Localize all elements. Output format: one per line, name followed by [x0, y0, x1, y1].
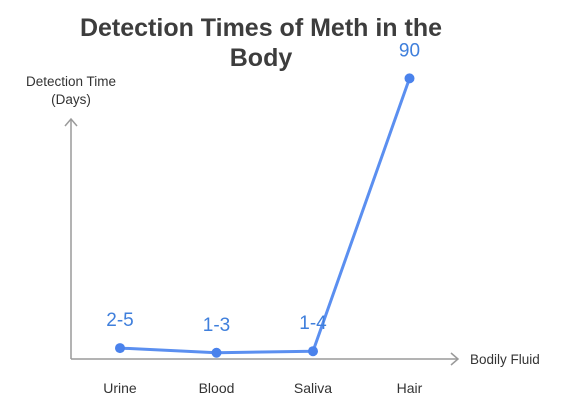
y-axis-title-line-1: Detection Time: [26, 74, 116, 89]
data-point: [211, 347, 222, 358]
data-point: [308, 346, 318, 357]
series-layer: 2-5 1-3 1-4 90: [106, 40, 420, 358]
y-axis-title-line-2: (Days): [51, 92, 91, 107]
axes: [64, 117, 460, 366]
chart-title: Detection Times of Meth in the Body: [80, 14, 442, 72]
chart-title-line-1: Detection Times of Meth in the: [80, 14, 442, 42]
x-tick-label: Saliva: [294, 380, 332, 396]
x-tick-label: Hair: [397, 380, 423, 396]
data-label: 1-4: [299, 313, 327, 334]
chart-title-line-2: Body: [230, 44, 293, 72]
data-label: 2-5: [106, 310, 133, 331]
y-axis-title: Detection Time (Days): [26, 74, 116, 107]
x-axis-title: Bodily Fluid: [470, 352, 540, 367]
data-label: 90: [399, 40, 420, 61]
data-point: [404, 73, 415, 84]
series-line: [118, 76, 411, 355]
data-label: 1-3: [203, 315, 230, 336]
x-axis-arrow: [450, 352, 460, 366]
data-point: [115, 343, 125, 354]
y-axis-arrow: [64, 117, 78, 127]
x-tick-labels: Urine Blood Saliva Hair: [103, 380, 422, 396]
x-tick-label: Urine: [103, 380, 137, 396]
x-tick-label: Blood: [199, 380, 235, 396]
